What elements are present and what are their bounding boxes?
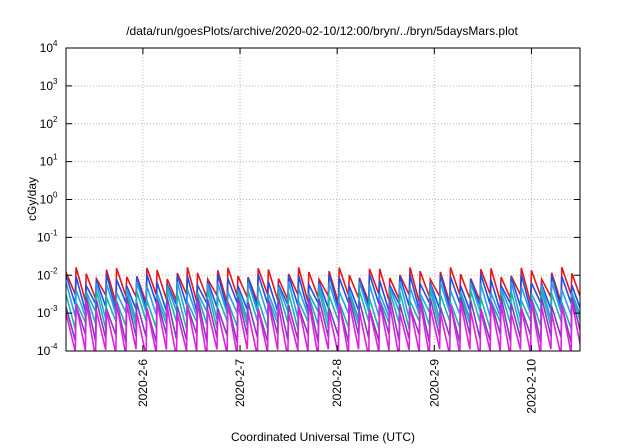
x-axis-label: Coordinated Universal Time (UTC) [231,430,415,444]
y-tick-label: 100 [40,191,58,207]
x-tick-label: 2020-2-10 [524,359,538,414]
x-tick-label: 2020-2-7 [233,359,247,407]
x-axis: 2020-2-6 2020-2-7 2020-2-8 2020-2-9 2020-2-1… [136,48,538,414]
y-tick-label: 10-1 [37,228,58,244]
y-tick-label: 10-2 [37,266,58,282]
y-tick-label: 102 [40,115,58,131]
x-tick-label: 2020-2-9 [427,359,441,407]
y-tick-label: 103 [40,77,58,93]
y-axis: 10-4 10-3 10-2 10-1 100 101 102 103 104 [37,39,580,358]
y-axis-label: cGy/day [25,177,39,221]
y-tick-label: 104 [40,39,58,55]
chart-title: /data/run/goesPlots/archive/2020-02-10/1… [126,24,518,38]
series-line [66,301,580,351]
y-tick-label: 10-3 [37,304,58,320]
x-tick-label: 2020-2-6 [136,359,150,407]
x-tick-label: 2020-2-8 [330,359,344,407]
y-tick-label: 101 [40,153,58,169]
series-layer [66,267,580,351]
y-tick-label: 10-4 [37,342,58,358]
plot-frame [65,47,581,352]
